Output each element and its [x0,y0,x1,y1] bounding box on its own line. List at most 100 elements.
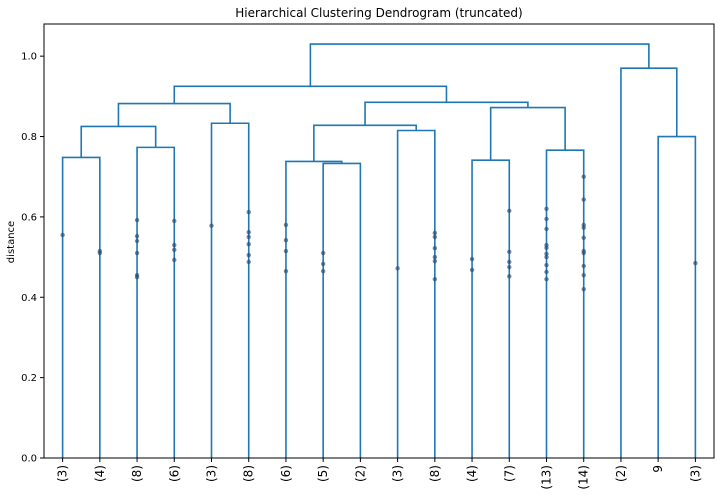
merge-dot-leaf-14-8 [581,272,586,278]
x-tick-label-2: (8) [130,465,144,482]
x-tick-label-14: (14) [577,465,591,490]
dendrogram-link-8 [313,124,418,162]
merge-dot-leaf-14-3 [581,225,586,230]
merge-dot-leaf-0-0 [60,232,65,238]
dendrogram-link-4 [117,102,231,127]
merge-dot-leaf-2-3 [134,250,140,256]
merge-dot-leaf-13-7 [544,262,549,268]
merge-dot-leaf-12-1 [507,249,512,255]
merge-dot-leaf-14-1 [581,197,586,202]
merge-dot-leaf-13-4 [544,245,549,251]
x-tick-label-0: (3) [56,465,70,482]
merge-dot-leaf-5-2 [246,234,251,240]
x-tick-label-11: (4) [465,465,479,482]
x-tick-label-13: (13) [540,465,554,490]
dendrogram-link-15 [620,67,678,458]
dendrogram-branches [61,43,697,458]
merge-dot-leaf-1-1 [97,250,103,256]
dendrogram-link-0 [61,156,101,458]
x-tick-label-5: (8) [242,465,256,482]
merge-dot-leaf-14-7 [581,263,586,269]
merge-dot-leaf-13-2 [544,226,549,232]
plot-frame [43,23,715,459]
merge-dot-leaf-12-3 [507,264,512,270]
merge-dot-leaf-11-1 [469,267,475,273]
merge-dot-leaf-12-4 [507,274,512,279]
y-axis-label: distance [6,221,17,263]
merge-dot-leaf-3-1 [172,242,177,248]
y-ticks: 0.0 0.2 0.4 0.6 0.8 1.0 [21,52,44,465]
x-tick-label-16: 9 [651,465,665,473]
merge-dot-leaf-2-5 [134,274,140,280]
dendrogram-link-7 [396,129,436,458]
merge-dot-leaf-11-0 [469,256,475,262]
merge-dot-leaf-13-5 [544,251,549,257]
merge-dot-leaf-13-1 [544,216,549,222]
merge-dot-leaf-9-0 [395,266,400,271]
merge-dot-leaf-6-3 [283,268,289,274]
merge-dot-leaf-14-4 [581,235,586,240]
x-tick-label-9: (3) [391,465,405,482]
merge-dot-leaf-4-0 [209,223,214,228]
x-tick-label-15: (2) [614,465,628,482]
dendrogram-link-5 [322,162,362,458]
x-tick-label-10: (8) [428,465,442,482]
x-tick-label-12: (7) [502,465,516,482]
merge-dot-leaf-5-5 [246,259,251,265]
merge-dot-leaf-14-0 [581,174,586,179]
merge-dot-leaf-10-5 [432,276,438,282]
merge-dot-leaf-12-2 [507,259,512,265]
y-tick-label-4: 0.8 [21,132,37,143]
merge-dot-leaf-14-6 [581,250,586,256]
merge-dot-leaf-10-3 [432,254,438,260]
x-tick-label-1: (4) [93,465,107,482]
merge-dot-leaf-7-2 [320,268,326,274]
merge-dot-leaf-5-0 [246,209,251,215]
merge-dot-leaf-6-1 [283,237,289,243]
merge-dot-leaf-2-0 [134,217,140,223]
merge-dot-leaf-12-0 [507,208,512,214]
merge-dots [60,174,698,292]
chart-title: Hierarchical Clustering Dendrogram (trun… [235,6,522,20]
merge-dot-leaf-7-1 [320,261,326,267]
x-ticks: (3) (4) (8) (6) (3) (8) (6) (5) (2) (3) (8) (4) (7) (… [56,458,702,490]
dendrogram-link-11 [489,106,566,161]
dendrogram-link-1 [136,146,176,458]
dendrogram-link-6 [285,160,343,458]
merge-dot-leaf-14-9 [581,287,586,292]
merge-dot-leaf-5-3 [246,242,251,247]
y-tick-label-0: 0.0 [21,454,37,465]
x-tick-label-3: (6) [167,465,181,482]
dendrogram-link-14 [657,135,697,458]
merge-dot-leaf-17-0 [693,260,698,266]
dendrogram-link-9 [471,159,511,458]
merge-dot-leaf-2-2 [134,238,140,244]
dendrogram-link-2 [80,125,157,158]
merge-dot-leaf-10-1 [432,234,438,240]
merge-dot-leaf-6-0 [283,222,289,228]
merge-dot-leaf-2-1 [134,233,140,239]
merge-dot-leaf-3-2 [172,247,177,253]
merge-dot-leaf-10-2 [432,246,438,251]
y-tick-label-3: 0.6 [21,212,37,223]
merge-dot-leaf-3-3 [172,257,177,263]
merge-dot-leaf-13-9 [544,276,549,282]
x-tick-label-8: (2) [353,465,367,482]
x-tick-label-7: (5) [316,465,330,482]
merge-dot-leaf-13-6 [544,254,549,260]
merge-dot-leaf-13-8 [544,269,549,275]
merge-dot-leaf-5-1 [246,229,251,235]
axes [43,23,715,459]
merge-dot-leaf-3-0 [172,218,177,224]
dendrogram-link-3 [210,122,250,458]
dendrogram-link-13 [173,85,448,104]
merge-dot-leaf-5-4 [246,252,251,258]
y-tick-label-5: 1.0 [21,52,37,63]
merge-dot-leaf-6-2 [283,248,289,254]
merge-dot-leaf-7-0 [320,250,326,256]
merge-dot-leaf-10-4 [432,258,438,264]
dendrogram-link-16 [309,43,650,87]
x-tick-label-17: (3) [688,465,702,482]
x-tick-label-4: (3) [205,465,219,482]
